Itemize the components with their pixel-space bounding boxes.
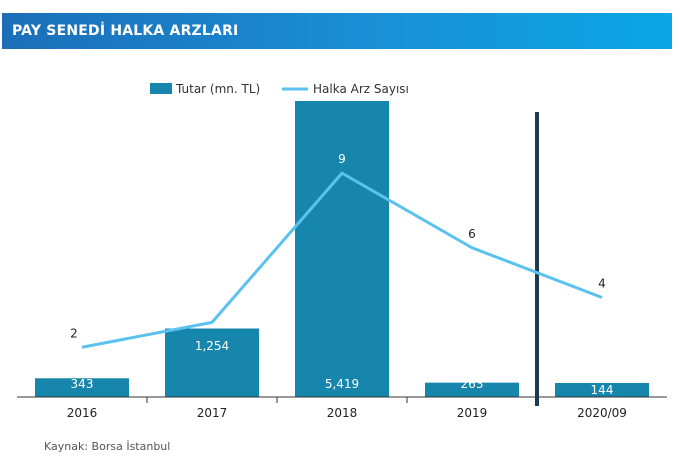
x-tick-label: 2019 — [457, 406, 488, 420]
line-data-label: 4 — [598, 277, 606, 291]
bar-data-label: 144 — [591, 383, 614, 397]
x-tick-label: 2018 — [327, 406, 358, 420]
bar — [295, 101, 389, 397]
legend-line-label: Halka Arz Sayısı — [313, 82, 409, 96]
x-tick-label: 2016 — [67, 406, 98, 420]
line-data-label: 6 — [468, 227, 476, 241]
bar — [165, 328, 259, 397]
bar-data-label: 5,419 — [325, 377, 359, 391]
bar-data-label: 343 — [71, 377, 94, 391]
line-data-label: 9 — [338, 152, 346, 166]
bar-data-label: 1,254 — [195, 339, 229, 353]
chart-title-banner: PAY SENEDİ HALKA ARZLARI — [2, 13, 672, 49]
legend-bar-swatch — [150, 83, 172, 94]
line-data-label: 2 — [70, 326, 78, 340]
line-series-path — [81, 171, 603, 349]
legend: Tutar (mn. TL) Halka Arz Sayısı — [150, 82, 409, 96]
x-tick-label: 2017 — [197, 406, 228, 420]
x-tick-label: 2020/09 — [577, 406, 627, 420]
bar — [35, 378, 129, 397]
legend-bar-label: Tutar (mn. TL) — [175, 82, 260, 96]
line-data-label: 3 — [208, 301, 216, 315]
bar — [425, 382, 519, 397]
chart-title: PAY SENEDİ HALKA ARZLARI — [12, 23, 239, 39]
source-note: Kaynak: Borsa İstanbul — [44, 440, 171, 453]
bar — [555, 383, 649, 397]
bar-data-label: 263 — [461, 377, 484, 391]
